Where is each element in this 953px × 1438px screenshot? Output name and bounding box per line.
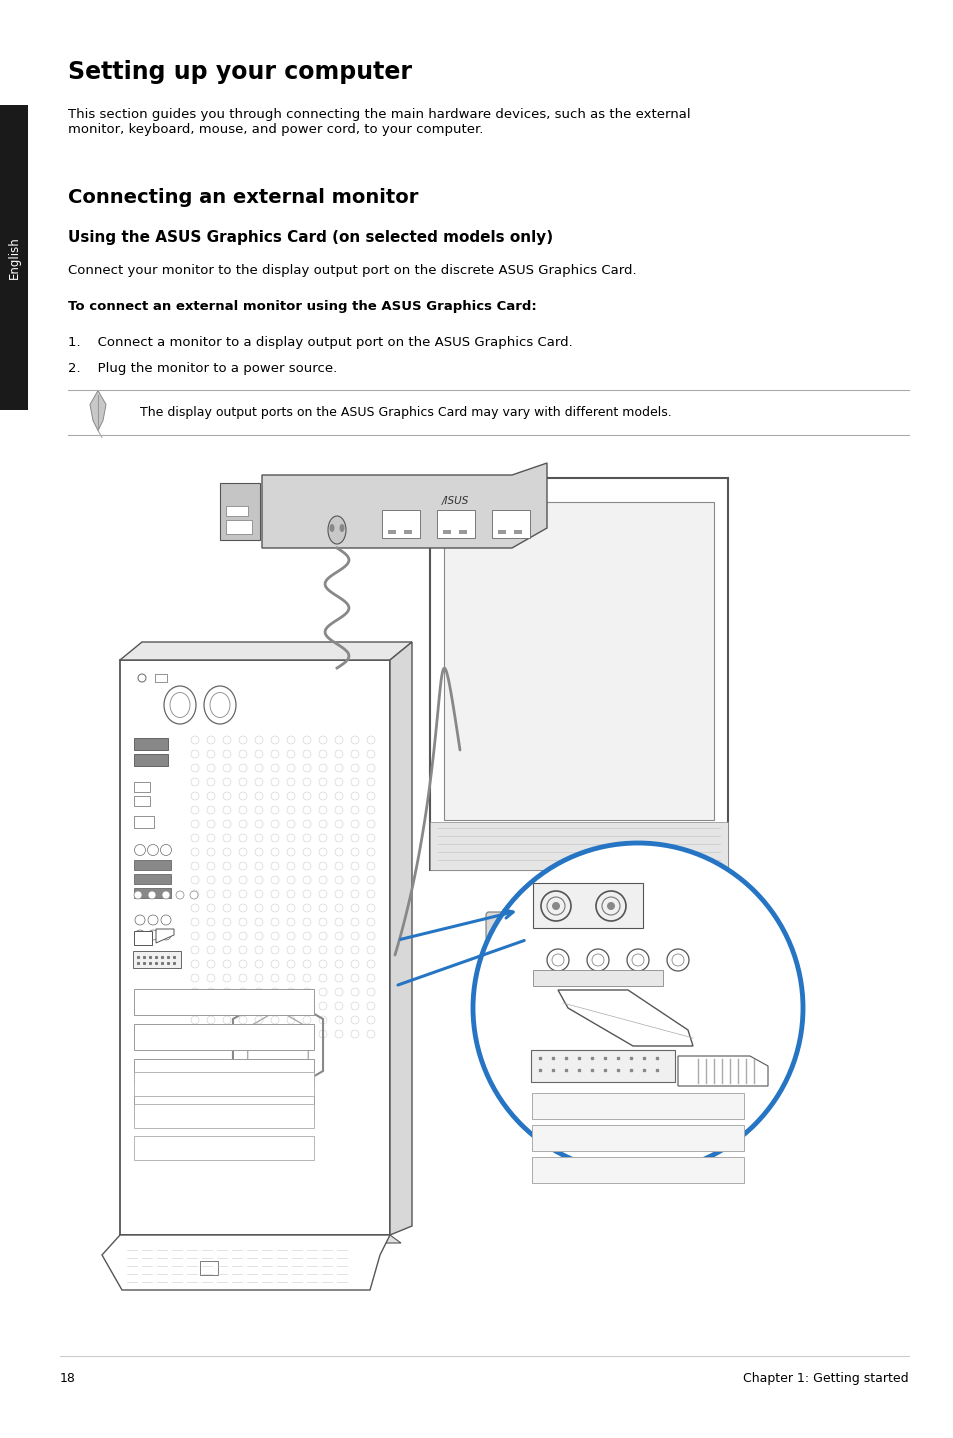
Text: This section guides you through connecting the main hardware devices, such as th: This section guides you through connecti… (68, 108, 690, 137)
Polygon shape (678, 1055, 767, 1086)
Polygon shape (262, 463, 546, 548)
Bar (430, 823, 727, 870)
Bar (133, 889, 171, 897)
Circle shape (161, 930, 171, 940)
Circle shape (148, 930, 158, 940)
Text: Chapter 1: Getting started: Chapter 1: Getting started (742, 1372, 908, 1385)
Bar (436, 510, 475, 538)
Circle shape (606, 902, 615, 910)
Circle shape (552, 902, 559, 910)
Ellipse shape (164, 686, 195, 723)
Ellipse shape (204, 686, 235, 723)
Bar (200, 1261, 218, 1276)
Bar (403, 531, 412, 533)
Bar (443, 502, 713, 820)
Text: The display output ports on the ASUS Graphics Card may vary with different model: The display output ports on the ASUS Gra… (140, 406, 671, 418)
Bar (133, 1024, 314, 1050)
Ellipse shape (339, 523, 344, 532)
Text: 1.    Connect a monitor to a display output port on the ASUS Graphics Card.: 1. Connect a monitor to a display output… (68, 336, 572, 349)
Bar (133, 989, 314, 1015)
Circle shape (175, 892, 184, 899)
Ellipse shape (329, 523, 335, 532)
Bar (388, 531, 395, 533)
Bar (133, 782, 150, 792)
Bar (133, 815, 153, 828)
Circle shape (190, 892, 198, 899)
Circle shape (148, 892, 156, 899)
Circle shape (138, 674, 146, 682)
Polygon shape (120, 641, 412, 660)
Bar (533, 883, 642, 928)
Bar (0, 105, 28, 410)
Bar (381, 510, 419, 538)
Bar (133, 754, 168, 766)
Circle shape (133, 892, 142, 899)
Bar (120, 660, 390, 1235)
Circle shape (160, 844, 172, 856)
Circle shape (148, 915, 158, 925)
Bar (497, 531, 505, 533)
Bar (133, 874, 171, 884)
FancyBboxPatch shape (532, 1158, 743, 1183)
Bar (563, 870, 594, 915)
Circle shape (162, 892, 170, 899)
Polygon shape (156, 929, 173, 943)
Bar (226, 521, 252, 533)
Text: 18: 18 (60, 1372, 76, 1385)
FancyBboxPatch shape (485, 912, 671, 940)
Text: To connect an external monitor using the ASUS Graphics Card:: To connect an external monitor using the… (68, 301, 537, 313)
Circle shape (135, 915, 145, 925)
Circle shape (148, 844, 158, 856)
Bar (133, 1058, 314, 1086)
Polygon shape (90, 391, 106, 430)
Circle shape (134, 844, 146, 856)
Bar (442, 531, 451, 533)
FancyBboxPatch shape (132, 951, 181, 968)
Bar (220, 483, 260, 541)
Bar (226, 506, 248, 516)
FancyBboxPatch shape (532, 1093, 743, 1119)
Bar (533, 971, 662, 986)
Polygon shape (133, 930, 152, 945)
Bar (154, 674, 167, 682)
Bar (514, 531, 521, 533)
Bar (133, 860, 171, 870)
Text: Using the ASUS Graphics Card (on selected models only): Using the ASUS Graphics Card (on selecte… (68, 230, 553, 244)
Text: Setting up your computer: Setting up your computer (68, 60, 412, 83)
Polygon shape (120, 1235, 400, 1242)
Circle shape (161, 915, 171, 925)
Polygon shape (102, 1235, 390, 1290)
Text: Connecting an external monitor: Connecting an external monitor (68, 188, 418, 207)
Polygon shape (558, 989, 692, 1045)
Text: Connect your monitor to the display output port on the discrete ASUS Graphics Ca: Connect your monitor to the display outp… (68, 265, 636, 278)
Polygon shape (390, 641, 412, 1235)
FancyBboxPatch shape (532, 1125, 743, 1150)
Bar (492, 510, 530, 538)
Bar (458, 531, 467, 533)
Text: English: English (8, 236, 20, 279)
Text: /ISUS: /ISUS (441, 496, 469, 506)
Bar (430, 477, 727, 870)
Circle shape (135, 930, 145, 940)
Bar (133, 1071, 314, 1096)
Bar (133, 1094, 314, 1120)
Bar (133, 1136, 314, 1160)
Bar (133, 797, 150, 807)
Bar (133, 1104, 314, 1127)
Text: 2.    Plug the monitor to a power source.: 2. Plug the monitor to a power source. (68, 362, 337, 375)
Ellipse shape (328, 516, 346, 544)
Bar (133, 738, 168, 751)
Circle shape (473, 843, 802, 1173)
FancyBboxPatch shape (531, 1050, 675, 1081)
